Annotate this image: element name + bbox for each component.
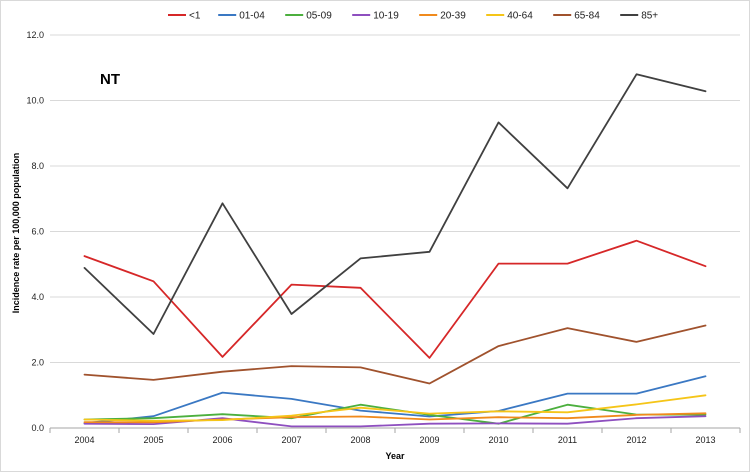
legend-label: 40-64 bbox=[507, 11, 533, 22]
y-tick-label: 4.0 bbox=[31, 292, 44, 302]
legend-label: 10-19 bbox=[373, 11, 399, 22]
legend-label: 01-04 bbox=[239, 11, 265, 22]
legend-label: 05-09 bbox=[306, 11, 332, 22]
y-tick-label: 2.0 bbox=[31, 358, 44, 368]
series-line-1 bbox=[83, 239, 707, 359]
y-axis-title: Incidence rate per 100,000 population bbox=[11, 153, 21, 314]
x-tick-label: 2005 bbox=[143, 435, 163, 445]
x-tick-label: 2011 bbox=[558, 435, 577, 445]
legend-label: 65-84 bbox=[574, 11, 600, 22]
x-tick-label: 2013 bbox=[695, 435, 715, 445]
y-tick-label: 10.0 bbox=[26, 96, 44, 106]
series-line-01-04 bbox=[83, 375, 707, 425]
series-line-40-64 bbox=[83, 394, 707, 422]
axes bbox=[49, 427, 741, 433]
y-tick-label: 6.0 bbox=[31, 227, 44, 237]
y-tick-label: 0.0 bbox=[31, 423, 44, 433]
legend-item: 85+ bbox=[620, 11, 658, 22]
y-tick-label: 12.0 bbox=[26, 30, 44, 40]
region-label: NT bbox=[100, 71, 120, 88]
legend-label: 20-39 bbox=[440, 11, 466, 22]
y-tick-label: 8.0 bbox=[31, 161, 44, 171]
x-tick-label: 2004 bbox=[74, 435, 94, 445]
series-lines bbox=[83, 73, 707, 428]
legend-item: 40-64 bbox=[486, 11, 533, 22]
series-line-65-84 bbox=[83, 324, 707, 385]
legend-item: <1 bbox=[168, 11, 201, 22]
x-tick-label: 2006 bbox=[212, 435, 232, 445]
x-tick-label: 2007 bbox=[281, 435, 301, 445]
legend-item: 20-39 bbox=[419, 11, 466, 22]
y-tick-labels: 0.0 2.0 4.0 6.0 8.0 10.0 12.0 bbox=[26, 30, 44, 433]
legend-label: 85+ bbox=[641, 11, 658, 22]
x-tick-labels: 2004 2005 2006 2007 2008 2009 2010 2011 2012 2013 bbox=[74, 435, 715, 445]
legend-item: 65-84 bbox=[553, 11, 600, 22]
x-tick-label: 2010 bbox=[488, 435, 508, 445]
x-tick-label: 2008 bbox=[350, 435, 370, 445]
legend: <1 01-04 05-09 10-19 20-39 40-64 65-84 85+ bbox=[168, 11, 658, 22]
x-tick-label: 2009 bbox=[419, 435, 439, 445]
legend-item: 10-19 bbox=[352, 11, 399, 22]
legend-label: <1 bbox=[189, 11, 201, 22]
legend-item: 01-04 bbox=[218, 11, 265, 22]
x-axis-title: Year bbox=[385, 451, 405, 461]
gridlines bbox=[50, 34, 740, 363]
series-line-85 bbox=[83, 73, 707, 335]
x-tick-label: 2012 bbox=[626, 435, 646, 445]
legend-item: 05-09 bbox=[285, 11, 332, 22]
